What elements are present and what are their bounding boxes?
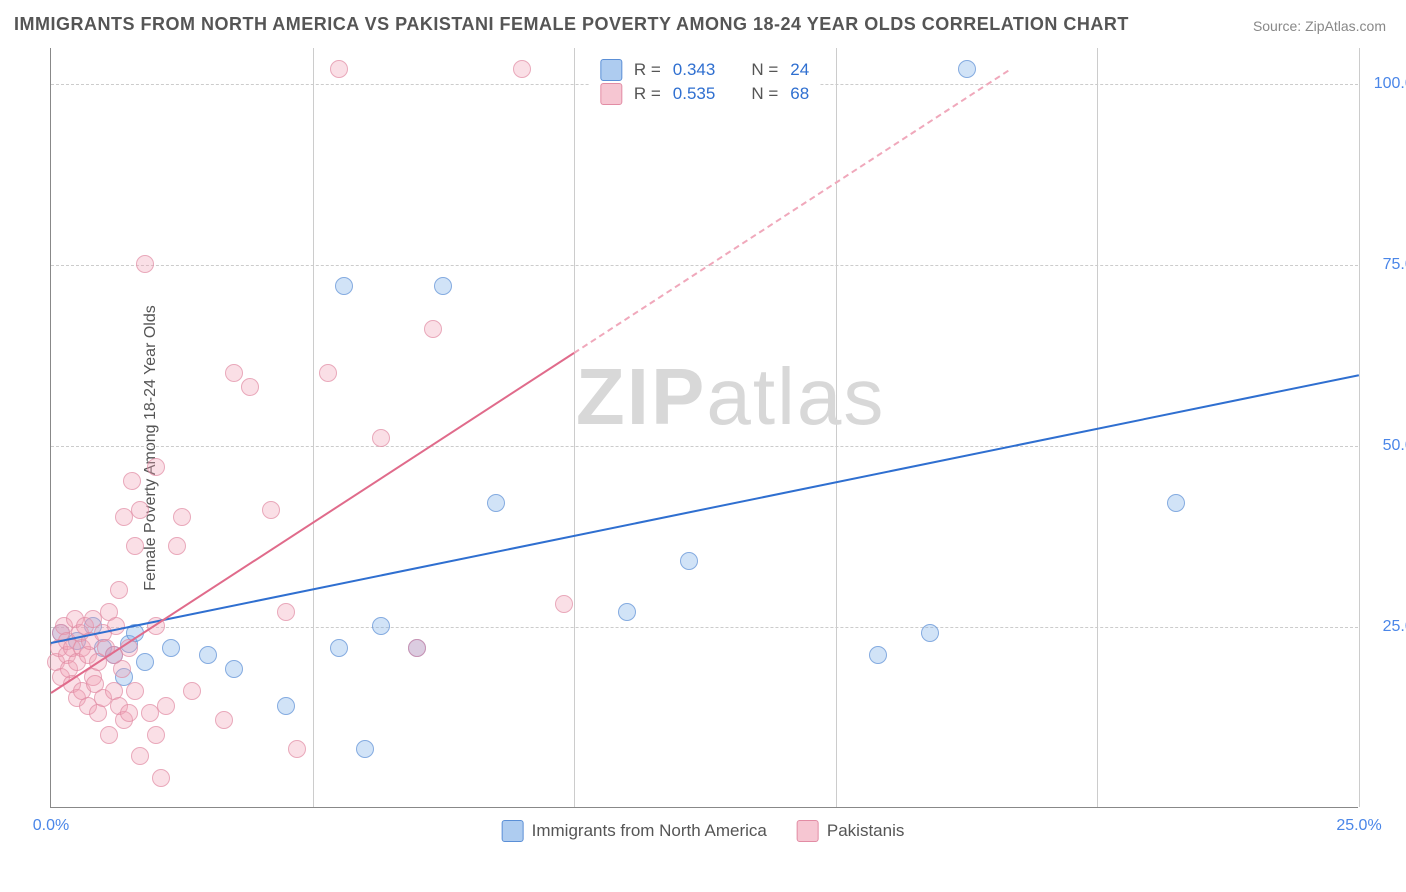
data-point-pink [123,472,141,490]
gridline-h [51,627,1358,628]
data-point-blue [225,660,243,678]
data-point-pink [319,364,337,382]
r-label: R = [634,60,661,80]
trend-line [574,70,1009,354]
data-point-blue [958,60,976,78]
data-point-pink [168,537,186,555]
data-point-blue [618,603,636,621]
source-link[interactable]: ZipAtlas.com [1305,18,1386,34]
gridline-v [1359,48,1360,807]
watermark-light: atlas [706,352,885,441]
r-value-pink: 0.535 [673,84,716,104]
data-point-pink [277,603,295,621]
swatch-blue-icon [502,820,524,842]
data-point-pink [110,581,128,599]
data-point-blue [199,646,217,664]
data-point-pink [131,747,149,765]
data-point-blue [680,552,698,570]
data-point-pink [100,726,118,744]
data-point-pink [215,711,233,729]
y-tick-label: 75.0% [1368,256,1406,274]
gridline-v [313,48,314,807]
gridline-v [574,48,575,807]
data-point-pink [120,704,138,722]
data-point-pink [288,740,306,758]
data-point-pink [126,682,144,700]
legend-series: Immigrants from North America Pakistanis [502,820,905,842]
data-point-blue [330,639,348,657]
n-value-pink: 68 [790,84,809,104]
data-point-pink [513,60,531,78]
data-point-blue [869,646,887,664]
legend-label-pink: Pakistanis [827,821,904,841]
watermark: ZIPatlas [576,351,885,443]
data-point-pink [157,697,175,715]
data-point-pink [225,364,243,382]
data-point-pink [173,508,191,526]
source-prefix: Source: [1253,18,1305,34]
watermark-bold: ZIP [576,352,706,441]
n-label: N = [751,84,778,104]
data-point-pink [131,501,149,519]
y-tick-label: 25.0% [1368,618,1406,636]
data-point-pink [372,429,390,447]
data-point-pink [408,639,426,657]
data-point-pink [262,501,280,519]
data-point-pink [113,660,131,678]
data-point-pink [147,458,165,476]
data-point-blue [372,617,390,635]
data-point-blue [136,653,154,671]
data-point-pink [147,726,165,744]
y-tick-label: 100.0% [1368,75,1406,93]
data-point-blue [356,740,374,758]
legend-label-blue: Immigrants from North America [532,821,767,841]
data-point-pink [183,682,201,700]
n-label: N = [751,60,778,80]
data-point-pink [152,769,170,787]
legend-item-pink: Pakistanis [797,820,904,842]
data-point-pink [126,537,144,555]
gridline-h [51,446,1358,447]
source-credit: Source: ZipAtlas.com [1253,18,1386,34]
data-point-pink [330,60,348,78]
y-tick-label: 50.0% [1368,437,1406,455]
data-point-blue [487,494,505,512]
legend-row-blue: R = 0.343 N = 24 [600,59,809,81]
data-point-pink [136,255,154,273]
data-point-pink [107,617,125,635]
gridline-v [836,48,837,807]
n-value-blue: 24 [790,60,809,80]
chart-container: Female Poverty Among 18-24 Year Olds ZIP… [0,48,1406,848]
x-tick-label: 25.0% [1336,817,1381,835]
data-point-pink [241,378,259,396]
x-tick-label: 0.0% [33,817,69,835]
swatch-pink-icon [797,820,819,842]
r-label: R = [634,84,661,104]
data-point-pink [424,320,442,338]
data-point-blue [277,697,295,715]
data-point-blue [335,277,353,295]
r-value-blue: 0.343 [673,60,716,80]
data-point-blue [1167,494,1185,512]
plot-area: ZIPatlas R = 0.343 N = 24 R = 0.535 N = … [50,48,1358,808]
trend-line [51,374,1359,644]
swatch-blue-icon [600,59,622,81]
data-point-blue [434,277,452,295]
legend-item-blue: Immigrants from North America [502,820,767,842]
legend-row-pink: R = 0.535 N = 68 [600,83,809,105]
data-point-blue [921,624,939,642]
swatch-pink-icon [600,83,622,105]
legend-correlation: R = 0.343 N = 24 R = 0.535 N = 68 [589,52,820,112]
data-point-pink [555,595,573,613]
chart-title: IMMIGRANTS FROM NORTH AMERICA VS PAKISTA… [14,14,1129,35]
data-point-blue [162,639,180,657]
